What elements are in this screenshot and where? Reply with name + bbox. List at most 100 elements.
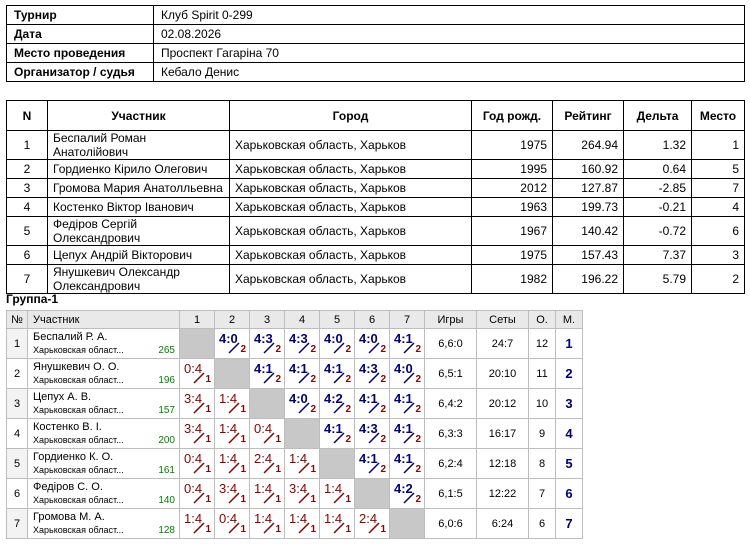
slash-divider-icon [298, 492, 310, 504]
participant-city: Харьковская област... [33, 345, 124, 355]
group-games: 6,4:2 [424, 388, 477, 419]
player-place: 2 [691, 264, 745, 294]
match-result-cell: 1:4 1 [214, 418, 250, 449]
player-number: 3 [6, 178, 48, 198]
players-header-cell: Город [229, 100, 472, 131]
match-score: 4:0 [219, 331, 238, 346]
player-delta: -2.85 [623, 178, 692, 198]
match-result: 4:0 2 [215, 329, 249, 355]
slash-divider-icon [263, 492, 275, 504]
match-result: 1:4 1 [320, 509, 354, 535]
match-points: 2 [345, 374, 351, 385]
slash-divider-icon [298, 462, 310, 474]
slash-divider-icon [228, 342, 240, 354]
match-result: 4:1 2 [355, 449, 389, 475]
group-place: 4 [555, 418, 583, 449]
group-place-value: 4 [565, 426, 573, 441]
player-name: Янушкевич Олександр Олександрович [47, 264, 230, 294]
match-score: 4:0 [394, 361, 413, 376]
match-result-cell: 1:4 1 [214, 388, 250, 419]
group-place-value: 7 [565, 516, 573, 531]
match-result-cell: 4:1 2 [354, 448, 390, 479]
info-key: Организатор / судья [6, 62, 154, 82]
match-result-cell: 4:0 2 [354, 328, 390, 359]
match-result: 1:4 1 [215, 449, 249, 475]
match-result-cell: 4:1 2 [389, 448, 425, 479]
match-result-cell: 4:3 2 [284, 328, 320, 359]
match-result: 4:1 2 [390, 419, 424, 445]
match-result: 4:3 2 [250, 329, 284, 355]
match-result: 1:4 1 [215, 389, 249, 415]
player-delta: 1.32 [623, 130, 692, 160]
match-points: 2 [415, 434, 421, 445]
group-place: 6 [555, 478, 583, 509]
match-score: 0:4 [184, 361, 203, 376]
match-points: 1 [275, 524, 281, 535]
match-points: 2 [310, 374, 316, 385]
match-result: 0:4 1 [180, 359, 214, 385]
group-header-cell: 5 [319, 310, 355, 329]
player-place: 1 [691, 130, 745, 160]
group-header-cell: Сеты [476, 310, 529, 329]
slash-divider-icon [298, 402, 310, 414]
player-rating: 196.22 [552, 264, 624, 294]
players-header-cell: Рейтинг [552, 100, 624, 131]
group-row-number: 7 [6, 508, 28, 539]
group-score: 8 [528, 448, 556, 479]
info-value: Клуб Spirit 0-299 [153, 5, 745, 25]
player-year: 1963 [471, 197, 553, 217]
match-result: 4:1 2 [390, 329, 424, 355]
match-points: 2 [415, 404, 421, 415]
slash-divider-icon [193, 492, 205, 504]
player-name: Федіров Сергій Олександрович [47, 216, 230, 246]
group-row: 6 Федіров С. О. Харьковская област... 140 0:… [6, 478, 583, 509]
group-score: 11 [528, 358, 556, 389]
match-result-cell: 4:3 2 [354, 418, 390, 449]
group-participant: Янушкевич О. О. Харьковская област... 196 [27, 358, 180, 389]
match-points: 2 [415, 374, 421, 385]
slash-divider-icon [368, 432, 380, 444]
self-match-cell [249, 388, 285, 419]
match-result-cell: 4:1 2 [389, 418, 425, 449]
info-key: Турнир [6, 5, 154, 25]
group-sets: 24:7 [476, 328, 529, 359]
slash-divider-icon [193, 372, 205, 384]
self-match-cell [319, 448, 355, 479]
match-score: 4:1 [394, 331, 413, 346]
match-result-cell: 0:4 1 [214, 508, 250, 539]
participant-rating: 200 [158, 435, 175, 446]
match-points: 2 [345, 404, 351, 415]
match-score: 1:4 [289, 451, 308, 466]
match-result: 4:1 2 [390, 389, 424, 415]
match-score: 4:1 [289, 361, 308, 376]
slash-divider-icon [263, 432, 275, 444]
participant-city: Харьковская област... [33, 465, 124, 475]
match-score: 0:4 [184, 451, 203, 466]
match-points: 1 [275, 464, 281, 475]
slash-divider-icon [228, 492, 240, 504]
group-header-cell: 3 [249, 310, 285, 329]
group-row: 2 Янушкевич О. О. Харьковская област... 196… [6, 358, 583, 389]
info-row: Организатор / судья Кебало Денис [6, 62, 745, 82]
match-result: 0:4 1 [250, 419, 284, 445]
slash-divider-icon [403, 462, 415, 474]
match-score: 1:4 [219, 391, 238, 406]
match-score: 4:0 [324, 331, 343, 346]
player-number: 4 [6, 197, 48, 217]
match-points: 2 [380, 374, 386, 385]
player-row: 1 Беспалий Роман Анатолійович Харьковская … [6, 130, 745, 160]
slash-divider-icon [403, 432, 415, 444]
group-sets: 12:18 [476, 448, 529, 479]
match-result: 0:4 1 [180, 449, 214, 475]
group-score: 7 [528, 478, 556, 509]
player-rating: 140.42 [552, 216, 624, 246]
group-header-cell: 2 [214, 310, 250, 329]
match-result-cell: 0:4 1 [249, 418, 285, 449]
group-row-number: 2 [6, 358, 28, 389]
participant-city: Харьковская област... [33, 375, 124, 385]
participant-rating: 140 [158, 495, 175, 506]
player-delta: -0.21 [623, 197, 692, 217]
group-place: 3 [555, 388, 583, 419]
player-delta: 5.79 [623, 264, 692, 294]
match-result-cell: 1:4 1 [284, 448, 320, 479]
